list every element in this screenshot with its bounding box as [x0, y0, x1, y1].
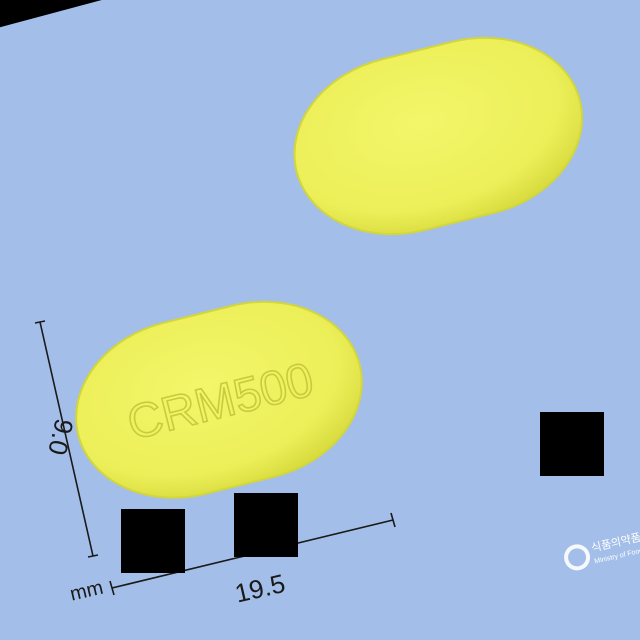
tablet-back — [293, 36, 584, 236]
occluder-square — [121, 509, 185, 573]
height-ruler — [34, 320, 99, 558]
agency-logo-icon — [564, 544, 591, 571]
occluder-square — [540, 412, 604, 476]
occluder-square — [234, 493, 298, 557]
tablet-front: CRM500 — [75, 300, 363, 499]
